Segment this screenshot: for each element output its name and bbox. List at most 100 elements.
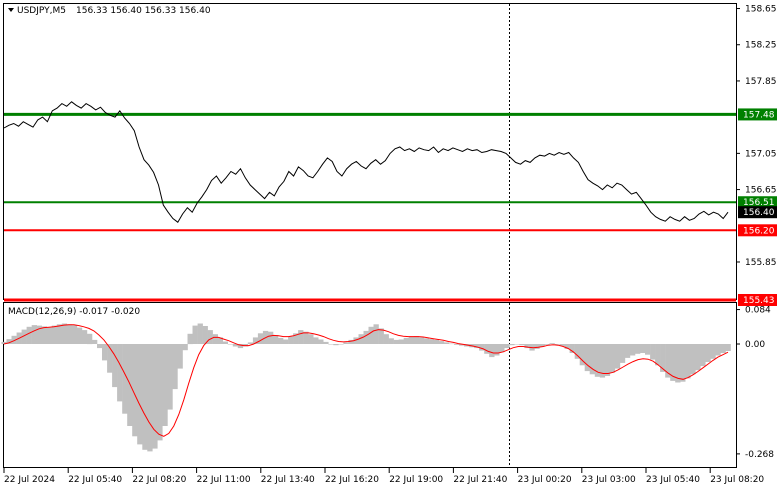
- macd-bar: [574, 344, 580, 359]
- macd-histogram: [1, 323, 731, 452]
- macd-bar: [212, 334, 218, 344]
- price-tick-label: 158.65: [745, 5, 777, 15]
- macd-bar: [378, 328, 384, 344]
- macd-bar: [137, 344, 143, 445]
- level-label-text: 157.48: [743, 110, 775, 120]
- macd-tick-label: 0.00: [745, 340, 765, 350]
- price-panel-frame: [3, 3, 737, 300]
- time-tick-label: 22 Jul 16:20: [325, 475, 379, 485]
- macd-bar: [705, 344, 711, 362]
- macd-bar: [252, 337, 259, 344]
- time-tick-label: 23 Jul 05:40: [646, 475, 700, 485]
- time-tick-label: 23 Jul 00:20: [518, 475, 572, 485]
- macd-bar: [283, 339, 289, 344]
- macd-bar: [36, 325, 42, 344]
- time-tick-label: 22 Jul 2024: [4, 475, 55, 485]
- macd-bar: [247, 342, 254, 344]
- macd-bar: [192, 325, 198, 344]
- macd-bar: [197, 323, 203, 344]
- macd-bar: [102, 344, 108, 361]
- level-label-box: [738, 224, 777, 237]
- macd-bar: [202, 326, 208, 344]
- macd-bar: [614, 344, 621, 369]
- macd-bar: [725, 344, 731, 351]
- macd-bar: [519, 344, 525, 346]
- macd-bar: [720, 344, 726, 353]
- macd-bar: [599, 344, 606, 378]
- price-tick-label: 156.65: [745, 186, 777, 196]
- macd-bar: [222, 341, 228, 344]
- macd-bar: [66, 324, 73, 344]
- level-lines: [4, 112, 736, 302]
- current-price-label: 156.40: [743, 208, 775, 218]
- macd-bar: [227, 344, 233, 345]
- macd-bar: [499, 344, 505, 353]
- macd-bar: [413, 336, 420, 344]
- macd-bar: [715, 344, 721, 356]
- macd-bar: [147, 344, 153, 452]
- macd-bar: [56, 324, 63, 344]
- macd-bar: [157, 344, 163, 441]
- macd-bar: [579, 344, 585, 366]
- macd-bar: [313, 337, 319, 344]
- macd-bar: [232, 344, 239, 347]
- macd-bar: [142, 344, 148, 450]
- macd-bar: [1, 341, 7, 344]
- macd-bar: [348, 339, 354, 344]
- macd-bar: [368, 326, 374, 344]
- macd-bar: [423, 338, 430, 344]
- macd-bar: [655, 344, 661, 366]
- macd-bar: [398, 339, 404, 344]
- macd-bar: [428, 339, 435, 344]
- collapse-triangle-icon[interactable]: [8, 8, 14, 12]
- macd-bar: [308, 334, 314, 344]
- macd-bar: [619, 344, 626, 363]
- macd-bar: [559, 344, 565, 347]
- current-price-box: [738, 206, 777, 219]
- macd-bar: [293, 333, 299, 344]
- macd-bar: [609, 344, 616, 373]
- macd-bar: [268, 331, 274, 344]
- level-label-text: 156.20: [743, 226, 775, 236]
- macd-bar: [46, 327, 52, 344]
- macd-bar: [584, 344, 590, 372]
- macd-bar: [509, 344, 515, 346]
- macd-bar: [358, 334, 364, 344]
- macd-bar: [177, 344, 183, 369]
- macd-bar: [92, 339, 98, 344]
- macd-bar: [675, 344, 681, 383]
- macd-bar: [645, 344, 651, 355]
- macd-bar: [479, 344, 485, 351]
- macd-bar: [273, 335, 279, 344]
- macd-bar: [604, 344, 611, 376]
- macd-bar: [217, 337, 223, 344]
- level-label-box: [738, 196, 777, 209]
- macd-bar: [112, 344, 118, 388]
- price-axis: 158.65 158.25 157.85 157.05 156.65 155.85: [736, 5, 777, 268]
- macd-bar: [132, 344, 138, 437]
- macd-bar: [237, 344, 244, 349]
- price-tick-label: 158.25: [745, 41, 777, 51]
- time-tick-label: 23 Jul 03:00: [582, 475, 636, 485]
- macd-tick-label: -0.268: [745, 450, 774, 460]
- macd-bar: [474, 344, 480, 349]
- macd-bar: [589, 344, 595, 375]
- macd-bar: [635, 344, 641, 354]
- macd-bar: [257, 333, 264, 344]
- level-label-box: [738, 294, 777, 306]
- level-labels: 157.48 156.51 156.20 155.43 156.40: [738, 108, 777, 306]
- time-tick-label: 22 Jul 13:40: [261, 475, 315, 485]
- chart-header: USDJPY,M5 156.33 156.40 156.33 156.40: [8, 6, 211, 16]
- level-label-text: 156.51: [743, 198, 775, 208]
- macd-bar: [6, 339, 12, 344]
- time-axis: 22 Jul 2024 22 Jul 05:40 22 Jul 08:20 22 Ju…: [3, 468, 764, 485]
- macd-bar: [554, 344, 560, 345]
- macd-bar: [172, 344, 178, 390]
- macd-bar: [640, 344, 646, 353]
- macd-bar: [388, 338, 394, 344]
- macd-bar: [333, 344, 339, 346]
- macd-bar: [544, 344, 550, 345]
- macd-panel: 0.084 0.00 -0.268 MACD(12,26,9) -0.017 -0.…: [1, 302, 774, 468]
- macd-bar: [569, 344, 575, 353]
